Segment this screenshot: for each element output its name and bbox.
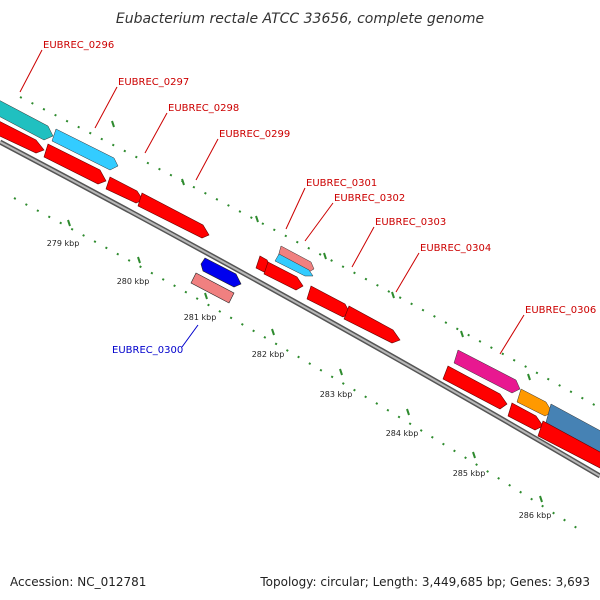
major-tick <box>339 368 343 376</box>
major-tick <box>204 292 208 300</box>
tick-label-286: 286 kbp <box>519 511 552 520</box>
leader-EUBREC_0296 <box>19 49 43 93</box>
gene-EUBREC_0297-cog[interactable] <box>51 128 119 171</box>
gene-label-EUBREC_0301[interactable]: EUBREC_0301 <box>306 178 377 189</box>
leader-EUBREC_0306 <box>499 314 525 355</box>
major-tick <box>460 330 464 338</box>
leader-EUBREC_0302 <box>304 202 334 242</box>
leader-EUBREC_0300 <box>181 324 199 348</box>
major-tick <box>323 252 327 260</box>
outer-tick-track <box>19 96 600 409</box>
gene-label-EUBREC_0298[interactable]: EUBREC_0298 <box>168 103 239 114</box>
leader-EUBREC_0298 <box>144 112 168 154</box>
gene-EUBREC_0306[interactable] <box>507 402 544 431</box>
major-ticks <box>67 120 543 503</box>
gene-label-EUBREC_0297[interactable]: EUBREC_0297 <box>118 77 189 88</box>
gene-label-EUBREC_0296[interactable]: EUBREC_0296 <box>43 40 114 51</box>
gene-EUBREC_0300-cog[interactable] <box>190 272 235 304</box>
major-tick <box>111 120 115 128</box>
tick-label-284: 284 kbp <box>386 429 419 438</box>
major-tick <box>181 178 185 186</box>
leader-EUBREC_0297 <box>94 86 118 129</box>
gene-EUBREC_0302[interactable] <box>263 261 304 291</box>
tick-label-282: 282 kbp <box>252 350 285 359</box>
forward-cog-genes <box>0 98 600 456</box>
accession-text: Accession: NC_012781 <box>10 575 146 589</box>
major-tick <box>539 495 543 503</box>
genome-backbone <box>0 139 600 479</box>
major-tick <box>67 219 71 227</box>
label-leaders <box>19 49 525 355</box>
tick-label-283: 283 kbp <box>320 390 353 399</box>
major-tick <box>406 408 410 416</box>
gene-EUBREC_0305[interactable] <box>442 365 508 410</box>
tick-label-279: 279 kbp <box>47 239 80 248</box>
gene-label-EUBREC_0303[interactable]: EUBREC_0303 <box>375 217 446 228</box>
gene-label-EUBREC_0302[interactable]: EUBREC_0302 <box>334 193 405 204</box>
leader-EUBREC_0303 <box>351 226 375 268</box>
leader-EUBREC_0304 <box>395 252 420 293</box>
genome-summary-text: Topology: circular; Length: 3,449,685 bp… <box>259 575 590 589</box>
gene-label-EUBREC_0300[interactable]: EUBREC_0300 <box>112 345 183 356</box>
tick-label-285: 285 kbp <box>453 469 486 478</box>
map-title: Eubacterium rectale ATCC 33656, complete… <box>116 11 484 27</box>
tick-label-281: 281 kbp <box>184 313 217 322</box>
major-tick <box>255 215 259 223</box>
gene-EUBREC_0306-cog[interactable] <box>453 349 521 394</box>
gene-EUBREC_0300[interactable] <box>200 257 242 288</box>
reverse-genes <box>190 257 242 304</box>
gene-EUBREC_0297[interactable] <box>43 143 107 185</box>
gene-EUBREC_0296-cog[interactable] <box>0 98 54 141</box>
gene-EUBREC_0307[interactable] <box>537 420 600 469</box>
gene-label-EUBREC_0306[interactable]: EUBREC_0306 <box>525 305 596 316</box>
gene-label-EUBREC_0299[interactable]: EUBREC_0299 <box>219 129 290 140</box>
leader-EUBREC_0299 <box>195 138 219 181</box>
gene-label-EUBREC_0304[interactable]: EUBREC_0304 <box>420 243 491 254</box>
gene-EUBREC_0302-cog[interactable] <box>274 253 314 277</box>
gene-EUBREC_0304[interactable] <box>343 305 401 344</box>
major-tick <box>527 373 531 381</box>
tick-label-280: 280 kbp <box>117 277 150 286</box>
gene-EUBREC_0296[interactable] <box>0 119 45 154</box>
major-tick <box>472 451 476 459</box>
leader-EUBREC_0301 <box>285 187 306 230</box>
major-tick <box>137 256 141 264</box>
forward-genes <box>0 119 600 469</box>
major-tick <box>391 291 395 299</box>
gene-EUBREC_0299[interactable] <box>137 192 210 239</box>
major-tick <box>271 328 275 336</box>
inner-tick-track <box>13 197 581 531</box>
